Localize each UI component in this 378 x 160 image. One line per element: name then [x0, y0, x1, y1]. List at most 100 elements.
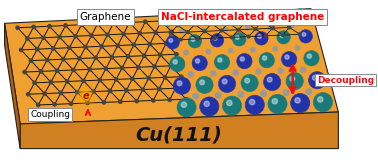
Circle shape — [174, 87, 177, 90]
Circle shape — [218, 75, 235, 92]
Circle shape — [210, 34, 224, 47]
Circle shape — [122, 32, 125, 36]
Circle shape — [148, 43, 152, 46]
Circle shape — [312, 75, 317, 80]
Circle shape — [137, 66, 140, 69]
Circle shape — [49, 80, 53, 84]
Circle shape — [228, 48, 234, 54]
Circle shape — [112, 22, 115, 25]
Circle shape — [217, 15, 220, 18]
Circle shape — [188, 71, 194, 77]
Circle shape — [74, 35, 77, 38]
Circle shape — [32, 25, 35, 29]
Circle shape — [128, 21, 131, 24]
Circle shape — [76, 86, 96, 106]
Circle shape — [294, 18, 297, 21]
Circle shape — [175, 53, 178, 56]
Circle shape — [295, 45, 300, 51]
Circle shape — [169, 32, 172, 34]
Circle shape — [82, 93, 89, 99]
Circle shape — [98, 78, 101, 82]
Circle shape — [176, 24, 179, 27]
Circle shape — [106, 33, 109, 36]
Polygon shape — [5, 23, 20, 149]
Circle shape — [116, 44, 119, 47]
Circle shape — [23, 70, 26, 74]
Circle shape — [37, 103, 40, 107]
Circle shape — [181, 102, 187, 107]
Circle shape — [193, 23, 196, 26]
Circle shape — [206, 49, 211, 55]
Circle shape — [86, 101, 89, 105]
Circle shape — [192, 55, 208, 71]
Circle shape — [295, 98, 300, 103]
Circle shape — [272, 10, 284, 21]
Circle shape — [144, 20, 147, 23]
Circle shape — [241, 74, 258, 92]
Circle shape — [305, 88, 312, 95]
Circle shape — [180, 75, 183, 78]
Circle shape — [78, 57, 81, 60]
Circle shape — [170, 30, 174, 33]
Circle shape — [29, 59, 33, 62]
Circle shape — [184, 14, 196, 25]
Circle shape — [294, 9, 306, 20]
Circle shape — [143, 54, 146, 57]
Circle shape — [261, 20, 263, 23]
Circle shape — [267, 77, 272, 82]
Circle shape — [154, 31, 157, 34]
Circle shape — [92, 90, 95, 93]
Circle shape — [90, 34, 93, 37]
Circle shape — [119, 100, 122, 103]
Circle shape — [235, 36, 239, 39]
Circle shape — [304, 51, 319, 66]
Circle shape — [200, 97, 219, 116]
Circle shape — [227, 22, 230, 24]
Circle shape — [318, 97, 323, 102]
Circle shape — [237, 28, 240, 31]
Circle shape — [262, 56, 267, 60]
Polygon shape — [5, 9, 338, 124]
Circle shape — [125, 89, 128, 92]
Circle shape — [163, 76, 167, 79]
Circle shape — [210, 22, 213, 25]
Circle shape — [62, 58, 65, 61]
Circle shape — [203, 30, 206, 33]
Circle shape — [223, 26, 228, 32]
Circle shape — [233, 69, 239, 76]
Circle shape — [281, 34, 284, 36]
Circle shape — [244, 21, 246, 24]
Circle shape — [56, 69, 59, 72]
Circle shape — [297, 11, 300, 14]
Circle shape — [169, 39, 173, 42]
Circle shape — [173, 60, 177, 64]
Circle shape — [36, 48, 39, 51]
Circle shape — [177, 98, 196, 117]
Circle shape — [267, 24, 272, 29]
Circle shape — [254, 28, 257, 30]
Circle shape — [285, 55, 289, 59]
Text: Graphene: Graphene — [79, 12, 131, 22]
Circle shape — [88, 68, 91, 71]
Circle shape — [268, 12, 270, 15]
Circle shape — [245, 25, 250, 30]
Circle shape — [308, 72, 326, 89]
Circle shape — [250, 11, 262, 22]
Circle shape — [166, 17, 169, 20]
Circle shape — [214, 54, 230, 70]
Circle shape — [288, 26, 291, 29]
Circle shape — [260, 90, 267, 97]
Circle shape — [152, 99, 155, 102]
Circle shape — [283, 89, 290, 96]
Text: NaCl-intercalated graphene: NaCl-intercalated graphene — [161, 12, 324, 22]
Circle shape — [186, 31, 189, 33]
Circle shape — [284, 12, 287, 14]
Circle shape — [299, 30, 313, 43]
Circle shape — [218, 58, 222, 62]
Circle shape — [179, 38, 182, 41]
Circle shape — [80, 23, 83, 26]
Circle shape — [68, 46, 71, 49]
Circle shape — [184, 98, 188, 101]
Circle shape — [84, 45, 87, 49]
Circle shape — [277, 68, 284, 74]
